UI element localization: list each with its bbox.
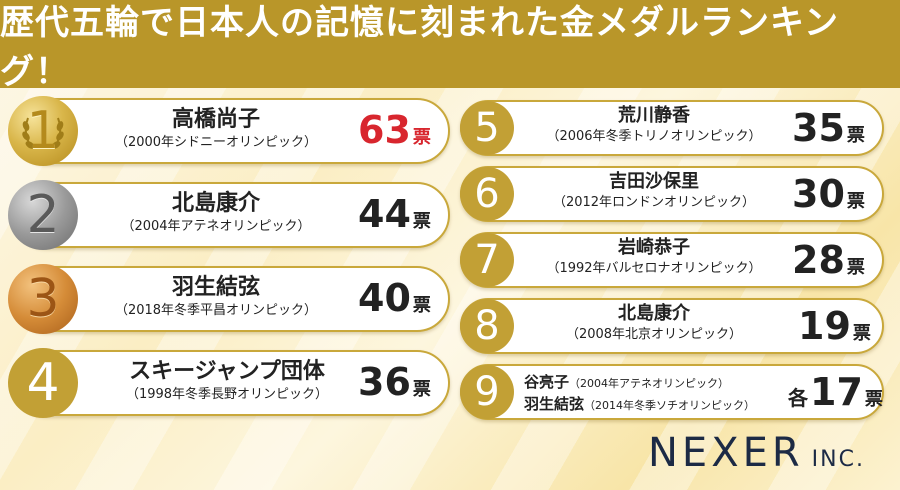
page-title: 歴代五輪で日本人の記憶に刻まれた金メダルランキング！: [0, 3, 839, 92]
vote-number: 17: [810, 370, 863, 414]
ranking-row-5: 5 荒川静香 （2006年冬季トリノオリンピック） 35 票: [460, 100, 884, 156]
ranking-row-7: 7 岩崎恭子 （1992年バルセロナオリンピック） 28 票: [460, 232, 884, 288]
ranking-row-1: 1 高橋尚子 （2000年シドニーオリンピック） 63 票: [8, 96, 450, 166]
tie-entries: 谷亮子（2004年アテネオリンピック） 羽生結弦（2014年冬季ソチオリンピック…: [524, 372, 755, 416]
ranking-row-6: 6 吉田沙保里 （2012年ロンドンオリンピック） 30 票: [460, 166, 884, 222]
vote-number: 63: [358, 108, 411, 152]
ranking-row-3: 3 羽生結弦 （2018年冬季平昌オリンピック） 40 票: [8, 264, 450, 334]
athlete-name: 北島康介: [171, 191, 260, 216]
tie-entry: 羽生結弦（2014年冬季ソチオリンピック）: [524, 394, 755, 416]
event-label: （1998年冬季長野オリンピック）: [125, 387, 329, 402]
laurel-wreath-icon: [22, 117, 64, 149]
vote-prefix: 各: [788, 386, 808, 410]
event-label: （2018年冬季平昌オリンピック）: [114, 303, 318, 318]
company-logo: NEXER INC.: [648, 430, 865, 476]
vote-unit: 票: [412, 295, 431, 316]
vote-unit: 票: [852, 323, 871, 344]
event-label: （2006年冬季トリノオリンピック）: [546, 129, 762, 144]
vote-number: 35: [792, 106, 845, 150]
athlete-name: 荒川静香: [618, 105, 690, 126]
event-label: （2012年ロンドンオリンピック）: [552, 195, 756, 210]
vote-count: 40 票: [358, 278, 431, 318]
vote-number: 30: [792, 172, 845, 216]
vote-unit: 票: [412, 379, 431, 400]
silver-medal-icon: 2: [8, 180, 78, 250]
rank-badge-icon: 6: [460, 167, 514, 221]
vote-unit: 票: [864, 389, 883, 410]
entry-info: 高橋尚子 （2000年シドニーオリンピック）: [96, 106, 336, 152]
entry-info: 吉田沙保里 （2012年ロンドンオリンピック）: [524, 170, 784, 212]
vote-number: 36: [358, 360, 411, 404]
entry-info: 羽生結弦 （2018年冬季平昌オリンピック）: [96, 274, 336, 320]
event-label: （2004年アテネオリンピック）: [121, 219, 311, 234]
rank-number: 4: [26, 353, 60, 413]
gold-medal-icon: 1: [8, 96, 78, 166]
ranking-row-9: 9 谷亮子（2004年アテネオリンピック） 羽生結弦（2014年冬季ソチオリンピ…: [460, 364, 884, 420]
athlete-name: スキージャンプ団体: [129, 359, 325, 384]
vote-count: 19 票: [798, 306, 871, 346]
logo-suffix-text: INC.: [811, 447, 865, 472]
entry-info: スキージャンプ団体 （1998年冬季長野オリンピック）: [96, 358, 358, 404]
rank-badge-icon: 7: [460, 233, 514, 287]
rank-number: 5: [474, 105, 500, 151]
athlete-name: 高橋尚子: [171, 107, 260, 132]
bronze-medal-icon: 3: [8, 264, 78, 334]
ranking-row-8: 8 北島康介 （2008年北京オリンピック） 19 票: [460, 298, 884, 354]
athlete-name: 羽生結弦: [171, 275, 260, 300]
ranking-row-2: 2 北島康介 （2004年アテネオリンピック） 44 票: [8, 180, 450, 250]
vote-count: 28 票: [792, 240, 865, 280]
rank-number: 2: [26, 185, 60, 245]
vote-unit: 票: [412, 211, 431, 232]
vote-unit: 票: [846, 125, 865, 146]
entry-info: 岩崎恭子 （1992年バルセロナオリンピック）: [518, 236, 790, 278]
rank-badge-icon: 5: [460, 101, 514, 155]
ranking-row-4: 4 スキージャンプ団体 （1998年冬季長野オリンピック） 36 票: [8, 348, 450, 418]
vote-number: 19: [798, 304, 851, 348]
rank-number: 7: [474, 237, 500, 283]
rank-badge-icon: 4: [8, 348, 78, 418]
vote-unit: 票: [412, 127, 431, 148]
vote-number: 44: [358, 192, 411, 236]
tie-entry: 谷亮子（2004年アテネオリンピック）: [524, 372, 755, 394]
event-label: （2014年冬季ソチオリンピック）: [584, 399, 756, 412]
athlete-name: 谷亮子: [524, 373, 570, 391]
event-label: （2000年シドニーオリンピック）: [114, 135, 318, 150]
vote-count: 63 票: [358, 110, 431, 150]
logo-main-text: NEXER: [648, 430, 804, 476]
rank-badge-icon: 9: [460, 365, 514, 419]
vote-count: 35 票: [792, 108, 865, 148]
entry-info: 北島康介 （2004年アテネオリンピック）: [96, 190, 336, 236]
rank-number: 8: [474, 303, 500, 349]
athlete-name: 羽生結弦: [524, 395, 585, 413]
vote-number: 40: [358, 276, 411, 320]
rank-number: 3: [26, 269, 60, 329]
vote-count: 各 17 票: [786, 372, 883, 412]
entry-info: 北島康介 （2008年北京オリンピック）: [524, 302, 784, 344]
vote-unit: 票: [846, 257, 865, 278]
vote-count: 36 票: [358, 362, 431, 402]
vote-unit: 票: [846, 191, 865, 212]
rank-badge-icon: 8: [460, 299, 514, 353]
event-label: （1992年バルセロナオリンピック）: [546, 261, 762, 276]
athlete-name: 岩崎恭子: [618, 237, 690, 258]
event-label: （2004年アテネオリンピック）: [569, 377, 730, 390]
title-banner: 歴代五輪で日本人の記憶に刻まれた金メダルランキング！: [0, 0, 900, 92]
athlete-name: 吉田沙保里: [609, 171, 699, 192]
vote-count: 30 票: [792, 174, 865, 214]
rank-number: 6: [474, 171, 500, 217]
event-label: （2008年北京オリンピック）: [565, 327, 743, 342]
vote-number: 28: [792, 238, 845, 282]
entry-info: 荒川静香 （2006年冬季トリノオリンピック）: [524, 104, 784, 146]
athlete-name: 北島康介: [618, 303, 690, 324]
vote-count: 44 票: [358, 194, 431, 234]
rank-number: 9: [474, 369, 500, 415]
rank-number: 1: [26, 101, 60, 161]
